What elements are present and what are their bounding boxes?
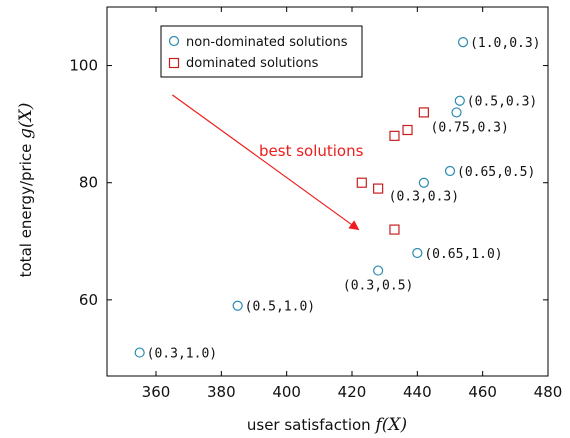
plot-frame bbox=[106, 6, 549, 377]
non-dominated-point bbox=[454, 95, 465, 106]
annotation-arrow bbox=[171, 94, 360, 231]
point-labels: (0.3,1.0) (0.5,1.0) (0.3,0.5) (0.65,1.0) (0.… bbox=[147, 36, 541, 361]
dominated-point bbox=[402, 124, 413, 136]
data-marks bbox=[134, 37, 469, 358]
legend: non-dominated solutions dominated soluti… bbox=[160, 25, 363, 78]
point-label: (0.75,0.3) bbox=[431, 120, 509, 135]
x-tick-label: 440 bbox=[403, 383, 432, 401]
annotation-label: best solutions bbox=[259, 142, 364, 160]
x-tick-label: 380 bbox=[207, 383, 236, 401]
dominated-point bbox=[373, 183, 384, 194]
legend-square-marker bbox=[168, 57, 180, 69]
non-dominated-point bbox=[412, 247, 423, 259]
legend-label-non-dominated: non-dominated solutions bbox=[186, 35, 348, 50]
point-label: (0.3,1.0) bbox=[147, 347, 217, 362]
point-label: (1.0,0.3) bbox=[470, 36, 540, 51]
x-tick-label: 360 bbox=[142, 383, 171, 401]
legend-circle-marker bbox=[168, 35, 180, 47]
non-dominated-point bbox=[134, 347, 145, 358]
non-dominated-point bbox=[457, 37, 469, 48]
y-tick-label: 100 bbox=[69, 57, 98, 75]
dominated-point bbox=[356, 177, 367, 188]
non-dominated-point bbox=[444, 165, 456, 177]
dominated-point bbox=[389, 130, 400, 141]
y-axis-title: total energy/price g(X) bbox=[16, 103, 36, 278]
axis-ticks: 360 380 400 420 440 460 480 60 80 100 bbox=[69, 7, 562, 401]
point-label: (0.5,0.3) bbox=[467, 95, 537, 110]
point-label: (0.65,0.5) bbox=[457, 165, 535, 180]
x-tick-label: 480 bbox=[534, 383, 563, 401]
y-tick-label: 80 bbox=[79, 174, 98, 192]
dominated-point bbox=[418, 107, 429, 118]
x-tick-label: 420 bbox=[338, 383, 367, 401]
point-label: (0.3,0.5) bbox=[343, 279, 413, 294]
non-dominated-point bbox=[418, 177, 429, 188]
point-label: (0.65,1.0) bbox=[424, 247, 502, 262]
plot-area bbox=[106, 6, 549, 377]
x-tick-label: 400 bbox=[272, 383, 301, 401]
best-solutions-arrow bbox=[171, 94, 360, 231]
y-tick-label: 60 bbox=[79, 291, 98, 309]
non-dominated-point bbox=[373, 265, 384, 276]
legend-label-dominated: dominated solutions bbox=[186, 56, 319, 71]
non-dominated-point bbox=[232, 300, 243, 311]
x-tick-label: 460 bbox=[468, 383, 497, 401]
legend-box bbox=[160, 25, 363, 78]
point-label: (0.3,0.3) bbox=[389, 190, 459, 205]
non-dominated-point bbox=[451, 107, 462, 118]
x-axis-title: user satisfaction f(X) bbox=[247, 415, 407, 435]
point-label: (0.5,1.0) bbox=[245, 300, 315, 315]
dominated-point bbox=[389, 224, 400, 235]
